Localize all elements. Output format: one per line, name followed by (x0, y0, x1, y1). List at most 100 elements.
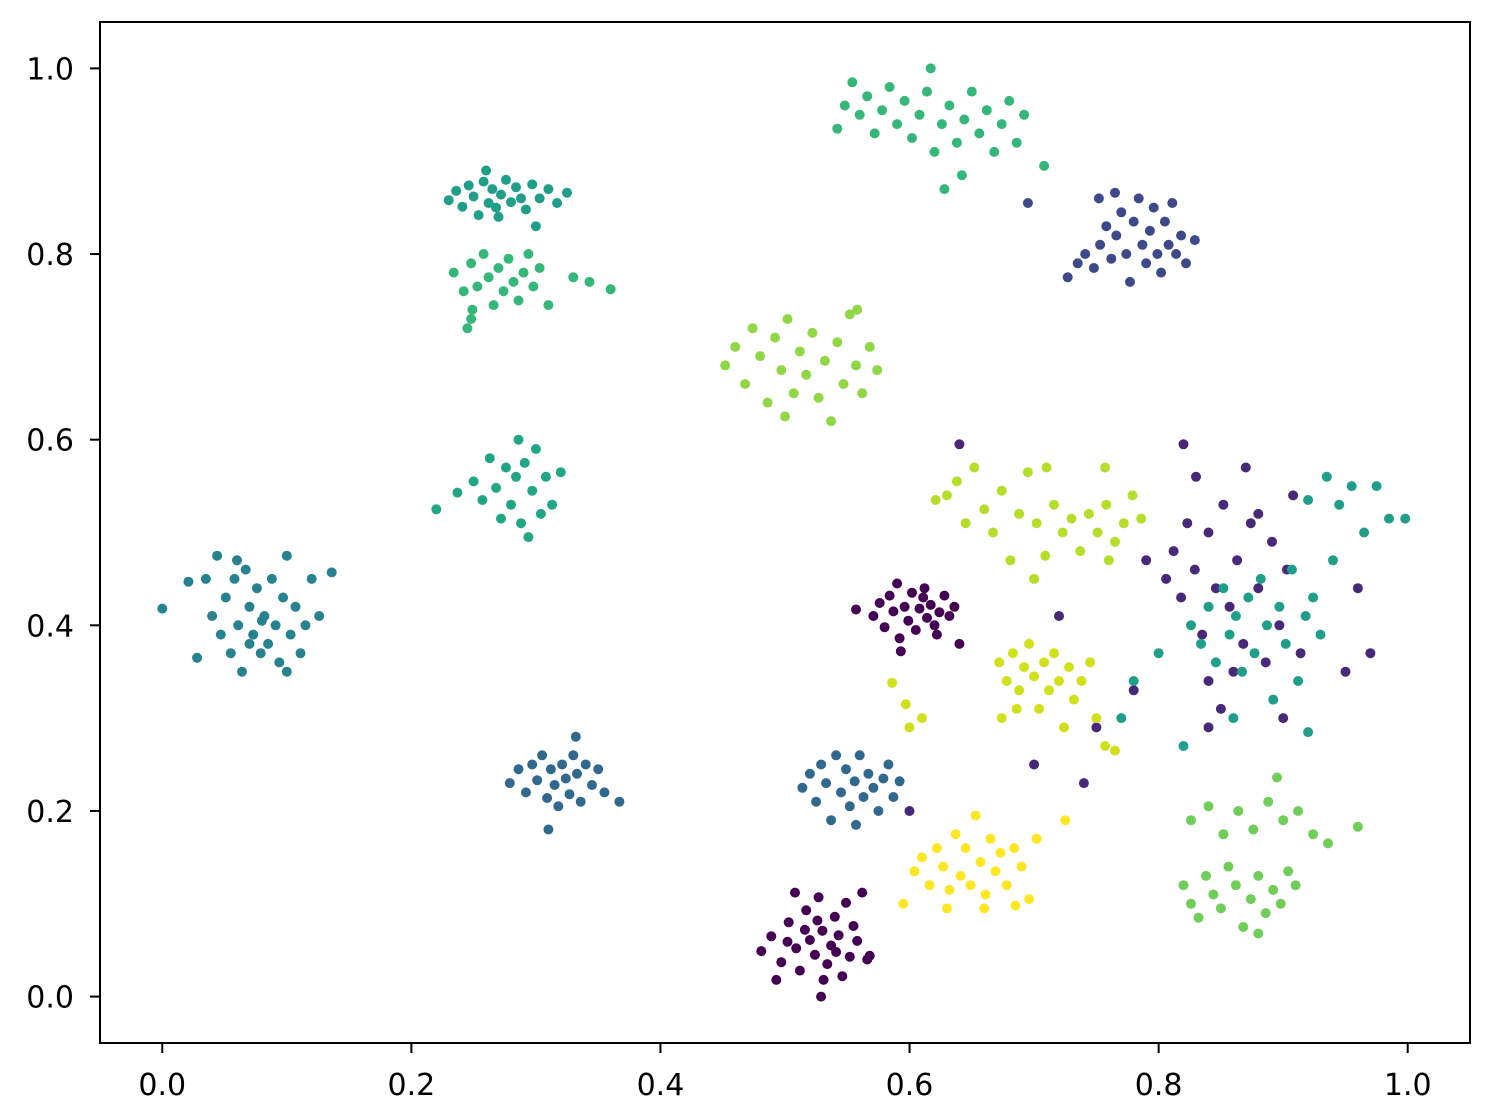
scatter-point (1057, 527, 1068, 538)
scatter-point (587, 780, 597, 790)
scatter-point (874, 598, 885, 608)
scatter-point (516, 518, 526, 529)
scatter-point (812, 915, 823, 926)
scatter-point (892, 578, 903, 589)
scatter-point (290, 601, 301, 612)
scatter-point (1159, 216, 1170, 227)
scatter-point (240, 564, 251, 575)
scatter-point (1274, 601, 1285, 612)
scatter-point (794, 346, 805, 357)
scatter-point (1268, 694, 1279, 705)
scatter-point (944, 611, 955, 621)
scatter-point (955, 870, 966, 881)
scatter-point (1315, 629, 1326, 640)
scatter-point (1083, 508, 1094, 519)
scatter-point (979, 504, 990, 515)
y-tick-label: 0.8 (26, 238, 74, 273)
scatter-point (1203, 676, 1214, 686)
scatter-point (1011, 703, 1022, 714)
scatter-point (1178, 880, 1189, 891)
scatter-point (829, 911, 840, 922)
scatter-point (918, 592, 929, 603)
scatter-point (534, 193, 545, 204)
scatter-point (220, 592, 231, 603)
scatter-point (518, 267, 529, 278)
scatter-point (547, 499, 558, 510)
scatter-point (508, 276, 519, 287)
scatter-point (599, 787, 610, 798)
scatter-point (488, 300, 499, 311)
scatter-point (472, 281, 483, 292)
scatter-point (954, 439, 965, 450)
scatter-point (274, 657, 285, 668)
scatter-point (836, 787, 846, 798)
scatter-point (858, 792, 869, 802)
scatter-point (838, 379, 849, 389)
scatter-point (448, 267, 459, 278)
scatter-point (1365, 648, 1376, 659)
scatter-point (1303, 495, 1314, 505)
scatter-point (1274, 620, 1285, 631)
scatter-point (951, 476, 962, 487)
scatter-point (898, 898, 909, 909)
scatter-point (516, 193, 526, 204)
scatter-point (1011, 137, 1022, 148)
scatter-point (540, 471, 551, 482)
scatter-point (1400, 513, 1411, 524)
scatter-point (215, 629, 226, 640)
scatter-point (523, 532, 534, 543)
scatter-point (1224, 629, 1235, 640)
scatter-point (1085, 657, 1096, 668)
scatter-point (851, 604, 861, 615)
scatter-point (478, 176, 489, 187)
scatter-point (534, 263, 545, 273)
scatter-point (463, 180, 474, 191)
scatter-point (996, 119, 1007, 130)
scatter-point (520, 204, 531, 215)
scatter-point (285, 629, 296, 640)
scatter-point (1334, 499, 1345, 510)
scatter-point (819, 355, 830, 366)
scatter-point (1001, 880, 1012, 891)
scatter-point (281, 666, 292, 677)
scatter-point (939, 590, 950, 601)
scatter-point (564, 789, 575, 800)
scatter-point (821, 778, 832, 789)
scatter-point (557, 759, 568, 770)
scatter-point (560, 773, 571, 784)
scatter-point (443, 195, 454, 206)
scatter-point (1128, 676, 1139, 686)
x-tick-label: 0.8 (1135, 1068, 1183, 1103)
scatter-point (809, 949, 820, 960)
scatter-point (1196, 638, 1206, 649)
scatter-point (491, 482, 502, 493)
scatter-point (1203, 601, 1214, 612)
scatter-point (852, 935, 863, 946)
scatter-point (1178, 439, 1189, 450)
scatter-point (493, 263, 504, 273)
scatter-point (868, 782, 879, 793)
scatter-point (1267, 536, 1277, 547)
scatter-point (1193, 912, 1204, 923)
scatter-point (851, 360, 861, 371)
scatter-point (1189, 564, 1200, 575)
scatter-point (506, 499, 516, 510)
scatter-point (1010, 900, 1021, 911)
scatter-point (251, 583, 262, 594)
x-axis: 0.0 0.2 0.4 0.6 0.8 1.0 (138, 1043, 1432, 1103)
scatter-point (568, 272, 579, 283)
scatter-point (790, 887, 800, 898)
scatter-point (1066, 513, 1077, 524)
scatter-point (868, 611, 879, 621)
scatter-point (849, 776, 860, 787)
scatter-point (1280, 638, 1291, 649)
scatter-point (1137, 239, 1148, 250)
scatter-point (1232, 555, 1243, 566)
scatter-point (1088, 263, 1099, 273)
scatter-point (1253, 928, 1264, 939)
scatter-point (1024, 894, 1035, 905)
scatter-point (1054, 676, 1064, 686)
scatter-point (1203, 722, 1214, 733)
scatter-point (1133, 193, 1144, 204)
scatter-point (1237, 666, 1248, 677)
